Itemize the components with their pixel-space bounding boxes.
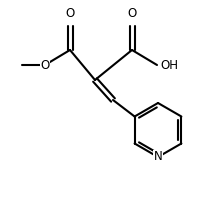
Text: N: N <box>154 150 162 164</box>
Text: OH: OH <box>160 58 178 71</box>
Text: O: O <box>65 7 75 20</box>
Text: O: O <box>40 58 50 71</box>
Text: O: O <box>127 7 137 20</box>
